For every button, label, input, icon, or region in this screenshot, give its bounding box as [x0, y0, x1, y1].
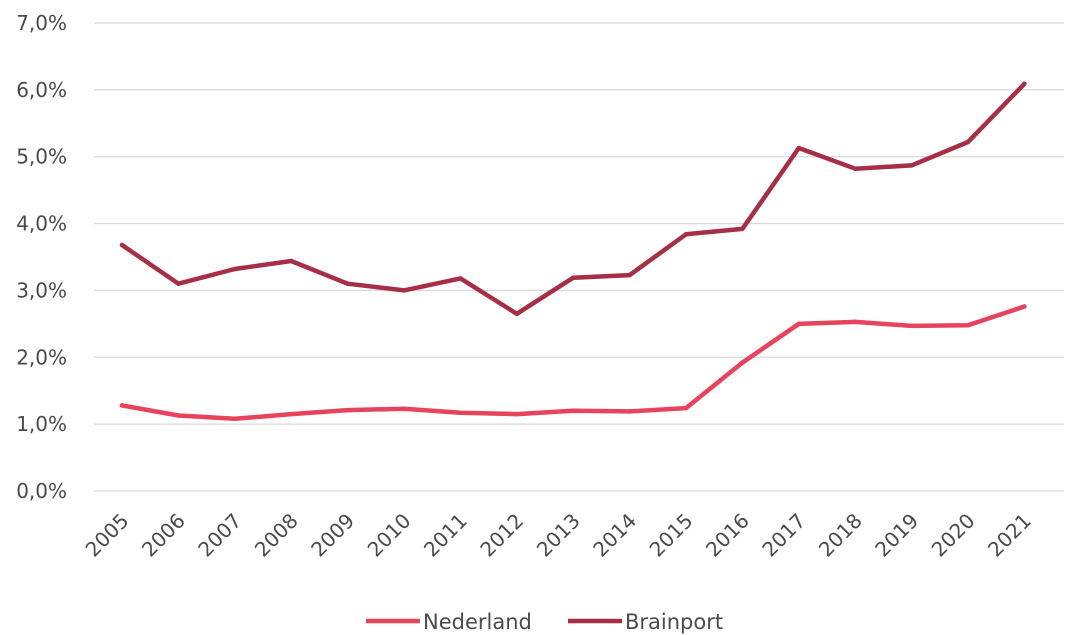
- legend-label: Nederland: [423, 610, 532, 634]
- x-tick-label: 2019: [870, 509, 923, 562]
- x-tick-label: 2016: [701, 509, 754, 562]
- x-tick-label: 2013: [532, 509, 585, 562]
- x-tick-label: 2020: [927, 509, 980, 562]
- data-point: [289, 258, 294, 264]
- y-tick-label: 6,0%: [16, 78, 67, 102]
- legend-label: Brainport: [625, 610, 723, 634]
- data-point: [571, 275, 576, 280]
- y-tick-label: 5,0%: [16, 145, 67, 169]
- data-point: [1022, 81, 1027, 87]
- data-point: [401, 406, 407, 411]
- x-tick-label: 2012: [475, 509, 528, 562]
- data-point: [796, 321, 801, 327]
- x-tick-label: 2005: [81, 509, 134, 562]
- data-point: [853, 319, 858, 325]
- x-tick-label: 2017: [757, 509, 810, 562]
- x-tick-label: 2010: [363, 509, 416, 562]
- data-point: [176, 413, 181, 418]
- series-line-nederland: [119, 304, 1027, 422]
- data-point: [796, 145, 801, 151]
- data-point: [232, 416, 237, 421]
- data-point: [627, 272, 632, 278]
- y-axis-tick-labels: 0,0% 1,0% 2,0% 3,0% 4,0% 5,0% 6,0% 7,0%: [16, 11, 67, 503]
- data-point: [965, 322, 971, 328]
- y-tick-label: 7,0%: [16, 11, 67, 35]
- data-point: [289, 411, 294, 417]
- data-point: [458, 276, 463, 281]
- data-point: [119, 242, 125, 248]
- data-point: [853, 166, 858, 171]
- x-tick-label: 2021: [983, 509, 1036, 562]
- data-point: [740, 226, 745, 232]
- data-point: [965, 139, 971, 145]
- y-tick-label: 3,0%: [16, 278, 67, 302]
- data-point: [514, 311, 519, 317]
- gridlines: [94, 22, 1064, 492]
- y-tick-label: 0,0%: [16, 479, 67, 503]
- y-tick-label: 1,0%: [16, 412, 67, 436]
- data-point: [514, 411, 519, 417]
- x-tick-label: 2015: [645, 509, 698, 562]
- x-tick-label: 2008: [250, 509, 303, 562]
- data-point: [345, 281, 350, 286]
- data-point: [401, 288, 407, 293]
- data-point: [627, 409, 632, 414]
- data-point: [458, 410, 463, 415]
- x-tick-label: 2014: [588, 509, 641, 562]
- data-point: [176, 281, 181, 286]
- y-tick-label: 2,0%: [16, 345, 67, 369]
- x-axis-tick-labels: 2005 2006 2007 2008 2009 2010 2011 2012 2013 2014…: [81, 509, 1036, 562]
- data-point: [119, 403, 125, 408]
- y-tick-label: 4,0%: [16, 212, 67, 236]
- x-tick-label: 2006: [137, 509, 190, 562]
- data-point: [1022, 304, 1027, 309]
- data-point: [909, 163, 914, 168]
- data-point: [345, 407, 350, 413]
- series-lines: [119, 81, 1027, 422]
- x-tick-label: 2007: [193, 509, 246, 562]
- x-tick-label: 2009: [306, 509, 359, 562]
- data-point: [909, 323, 914, 329]
- data-point: [740, 360, 745, 365]
- x-tick-label: 2018: [814, 509, 867, 562]
- data-point: [232, 266, 237, 272]
- data-point: [683, 405, 689, 411]
- data-point: [683, 232, 689, 237]
- x-tick-label: 2011: [419, 509, 472, 562]
- legend: Nederland Brainport: [366, 610, 723, 634]
- data-point: [571, 408, 576, 413]
